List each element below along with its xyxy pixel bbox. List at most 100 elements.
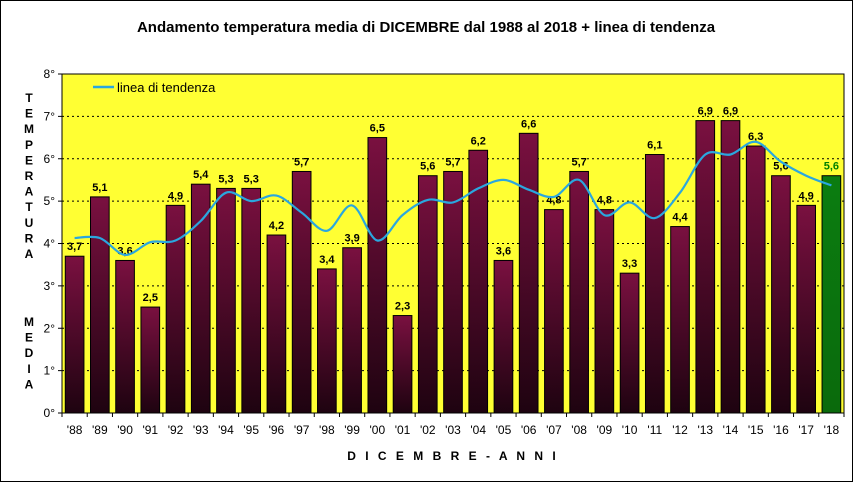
bar (418, 176, 437, 413)
value-label: 5,7 (445, 156, 460, 168)
bar (595, 210, 614, 413)
x-tick-label: '89 (92, 423, 108, 437)
y-tick-label: 7° (44, 109, 56, 123)
bar (141, 307, 160, 413)
x-tick-label: '95 (243, 423, 259, 437)
bar (494, 260, 513, 413)
bar (217, 188, 236, 413)
bar (191, 184, 210, 413)
value-label: 6,9 (698, 106, 713, 118)
value-label: 3,7 (67, 241, 82, 253)
y-tick-label: 4° (44, 237, 56, 251)
bar (393, 316, 412, 413)
bar (91, 197, 110, 413)
x-tick-label: '92 (168, 423, 184, 437)
x-axis-label: D I C E M B R E - A N N I (347, 449, 558, 463)
y-axis-ticks: 0° 1° 2° 3° 4° 5° 6° 7° 8° (44, 67, 62, 420)
value-label: 4,9 (799, 190, 814, 202)
value-label: 3,6 (496, 245, 511, 257)
chart: Andamento temperatura media di DICEMBRE … (0, 0, 853, 482)
bar (65, 256, 84, 413)
x-tick-label: '98 (319, 423, 335, 437)
value-label: 4,4 (672, 212, 688, 224)
value-label: 5,7 (294, 156, 309, 168)
x-tick-label: '94 (218, 423, 234, 437)
value-label: 5,1 (92, 182, 107, 194)
x-tick-label: '10 (622, 423, 638, 437)
x-tick-label: '05 (496, 423, 512, 437)
bar (696, 121, 715, 413)
bar (368, 138, 387, 413)
value-label: 4,8 (597, 195, 612, 207)
x-tick-label: '01 (395, 423, 411, 437)
bar-last (822, 176, 841, 413)
bar (242, 188, 261, 413)
x-tick-label: '11 (647, 423, 662, 437)
x-tick-label: '96 (269, 423, 285, 437)
x-tick-label: '02 (420, 423, 436, 437)
x-tick-label: '04 (470, 423, 486, 437)
bar (267, 235, 286, 413)
x-tick-label: '15 (748, 423, 764, 437)
value-label: 4,2 (269, 220, 284, 232)
bar (116, 260, 135, 413)
x-tick-label: '03 (445, 423, 461, 437)
value-label: 6,9 (723, 106, 738, 118)
y-tick-label: 0° (44, 406, 56, 420)
x-tick-label: '16 (773, 423, 789, 437)
value-label: 2,5 (143, 292, 158, 304)
x-axis-ticks: '88 '89 '90 '91 '92 '93 '94 '95 '96 '97 '98 '99 '00 '… (62, 413, 844, 437)
value-label: 5,4 (193, 169, 209, 181)
value-label: 3,3 (622, 258, 637, 270)
value-label: 4,9 (168, 190, 183, 202)
value-label: 2,3 (395, 301, 410, 313)
y-tick-label: 2° (44, 321, 56, 335)
bar (772, 176, 791, 413)
value-label: 5,6 (824, 161, 839, 173)
x-tick-label: '07 (546, 423, 562, 437)
x-tick-label: '93 (193, 423, 209, 437)
bar (343, 248, 362, 413)
bar (519, 133, 538, 413)
y-tick-label: 8° (44, 67, 56, 81)
x-tick-label: '08 (571, 423, 587, 437)
y-tick-label: 6° (44, 152, 56, 166)
legend-label: linea di tendenza (117, 80, 216, 95)
value-label: 6,5 (370, 123, 385, 135)
bar (318, 269, 337, 413)
bar (671, 227, 690, 413)
bar (570, 171, 589, 413)
x-tick-label: '17 (798, 423, 814, 437)
bar (645, 155, 664, 413)
bar (721, 121, 740, 413)
value-label: 5,6 (420, 161, 435, 173)
x-tick-label: '00 (370, 423, 386, 437)
x-tick-label: '88 (67, 423, 83, 437)
bar (545, 210, 564, 413)
x-tick-label: '91 (142, 423, 158, 437)
y-tick-label: 3° (44, 279, 56, 293)
bar (469, 150, 488, 413)
bar (620, 273, 639, 413)
x-tick-label: '14 (723, 423, 739, 437)
bar (797, 205, 816, 413)
y-tick-label: 1° (44, 364, 56, 378)
x-tick-label: '97 (294, 423, 310, 437)
value-label: 6,2 (471, 135, 486, 147)
x-tick-label: '09 (597, 423, 613, 437)
x-tick-label: '99 (344, 423, 360, 437)
x-tick-label: '06 (521, 423, 537, 437)
chart-title: Andamento temperatura media di DICEMBRE … (137, 19, 716, 36)
value-label: 6,6 (521, 118, 536, 130)
value-label: 3,9 (344, 233, 359, 245)
value-label: 5,7 (571, 156, 586, 168)
y-tick-label: 5° (44, 194, 56, 208)
value-label: 5,3 (244, 173, 259, 185)
value-label: 6,1 (647, 140, 662, 152)
bar (444, 171, 463, 413)
bar (746, 146, 765, 413)
value-label: 5,3 (218, 173, 233, 185)
x-tick-label: '13 (697, 423, 713, 437)
